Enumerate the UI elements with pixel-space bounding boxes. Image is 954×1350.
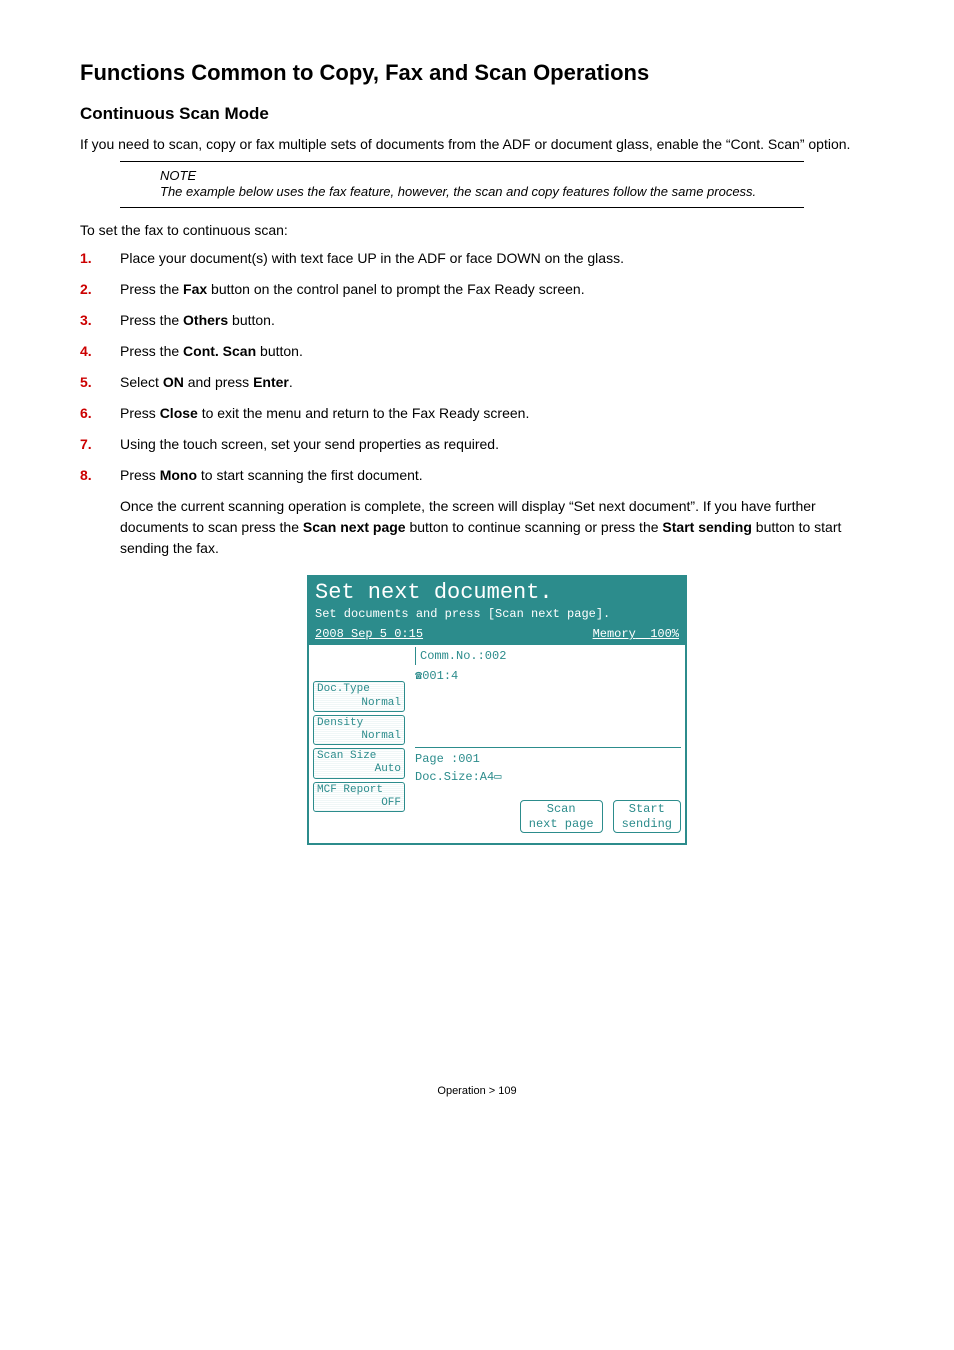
device-screen: Set next document. Set documents and pre… <box>307 575 687 845</box>
step-number: 8. <box>80 465 120 845</box>
screen-header: Set next document. Set documents and pre… <box>309 577 685 645</box>
density-button[interactable]: DensityNormal <box>313 715 405 745</box>
lead-text: To set the fax to continuous scan: <box>80 222 874 238</box>
step-number: 3. <box>80 310 120 331</box>
step-number: 1. <box>80 248 120 269</box>
step-text: Press the Others button. <box>120 310 874 331</box>
step-number: 5. <box>80 372 120 393</box>
step-item: 3. Press the Others button. <box>80 310 874 331</box>
screen-left-panel: Doc.TypeNormal DensityNormal Scan SizeAu… <box>313 647 405 833</box>
memory-label: Memory <box>593 627 636 641</box>
note-heading: NOTE <box>160 168 800 183</box>
start-sending-button[interactable]: Startsending <box>613 800 681 833</box>
step-item: 2. Press the Fax button on the control p… <box>80 279 874 300</box>
screen-right-panel: Comm.No.:002 ☎001:4 Page :001 Doc.Size:A… <box>405 647 681 833</box>
step-number: 7. <box>80 434 120 455</box>
screen-date: 2008 Sep 5 0:15 <box>315 625 423 643</box>
comm-number: Comm.No.:002 <box>415 647 681 665</box>
doc-type-button[interactable]: Doc.TypeNormal <box>313 681 405 711</box>
step-text: Press Close to exit the menu and return … <box>120 403 874 424</box>
scan-next-page-button[interactable]: Scannext page <box>520 800 603 833</box>
screen-subtitle: Set documents and press [Scan next page]… <box>315 605 679 623</box>
step-item: 1. Place your document(s) with text face… <box>80 248 874 269</box>
step-item: 7. Using the touch screen, set your send… <box>80 434 874 455</box>
step-item: 8. Press Mono to start scanning the firs… <box>80 465 874 845</box>
result-text: Once the current scanning operation is c… <box>120 496 874 559</box>
step-text: Place your document(s) with text face UP… <box>120 248 874 269</box>
page-title: Functions Common to Copy, Fax and Scan O… <box>80 60 874 86</box>
intro-text: If you need to scan, copy or fax multipl… <box>80 134 874 155</box>
step-text: Select ON and press Enter. <box>120 372 874 393</box>
step-number: 4. <box>80 341 120 362</box>
step-number: 6. <box>80 403 120 424</box>
section-heading: Continuous Scan Mode <box>80 104 874 124</box>
screen-title: Set next document. <box>315 581 679 605</box>
step-text: Using the touch screen, set your send pr… <box>120 434 874 455</box>
step-item: 6. Press Close to exit the menu and retu… <box>80 403 874 424</box>
step-text: Press the Fax button on the control pane… <box>120 279 874 300</box>
step-text: Press the Cont. Scan button. <box>120 341 874 362</box>
step-text: Press Mono to start scanning the first d… <box>120 465 874 845</box>
scan-size-button[interactable]: Scan SizeAuto <box>313 748 405 778</box>
mcf-report-button[interactable]: MCF ReportOFF <box>313 782 405 812</box>
note-block: NOTE The example below uses the fax feat… <box>120 161 804 208</box>
step-number: 2. <box>80 279 120 300</box>
step-item: 5. Select ON and press Enter. <box>80 372 874 393</box>
note-body: The example below uses the fax feature, … <box>160 183 800 201</box>
page-footer: Operation > 109 <box>80 1085 874 1097</box>
screen-status: 2008 Sep 5 0:15 Memory 100% <box>315 623 679 643</box>
steps-list: 1. Place your document(s) with text face… <box>80 248 874 845</box>
step-item: 4. Press the Cont. Scan button. <box>80 341 874 362</box>
phone-number: ☎001:4 <box>415 667 681 685</box>
page-info: Page :001 Doc.Size:A4▭ <box>415 747 681 786</box>
memory-value: 100% <box>650 627 679 641</box>
